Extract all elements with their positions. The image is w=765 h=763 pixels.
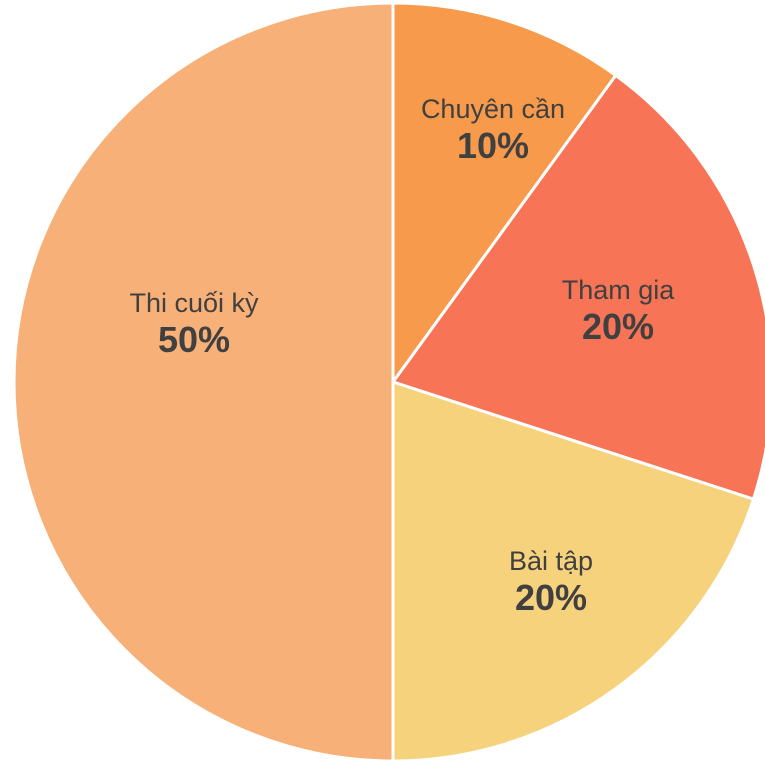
slice-label: Tham gia [562,275,676,305]
slice-label: Chuyên cần [421,94,565,124]
slice-value-label: 50% [158,319,230,360]
slice-label: Thi cuối kỳ [129,288,259,318]
slice-value-label: 20% [515,577,587,618]
pie-slices [14,3,765,761]
slice-value-label: 10% [457,125,529,166]
slice-value-label: 20% [582,306,654,347]
slice-label: Bài tập [509,546,593,576]
pie-slice [14,3,393,761]
